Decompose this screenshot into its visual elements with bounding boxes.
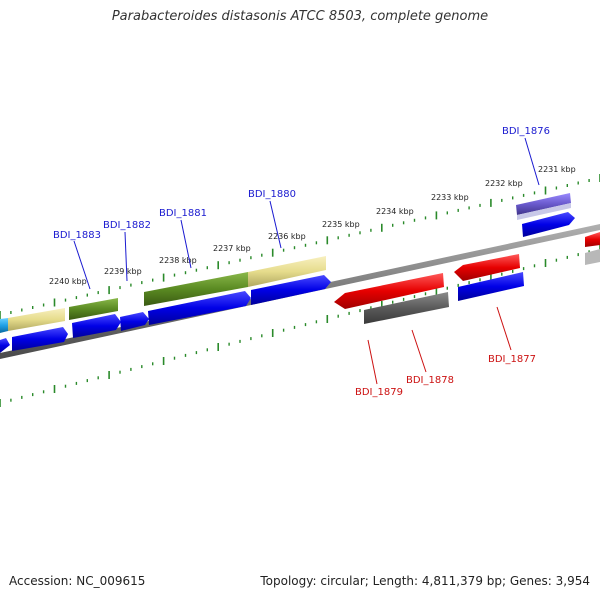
scale-label: 2234 kbp	[376, 207, 414, 216]
label-leader-lines	[73, 137, 540, 385]
scale-label: 2235 kbp	[322, 220, 360, 229]
map-title: Parabacteroides distasonis ATCC 8503, co…	[111, 9, 489, 24]
gene-label[interactable]: BDI_1879	[355, 387, 403, 398]
cds-forward[interactable]	[251, 275, 331, 305]
scale-tick-row-inner	[0, 245, 600, 407]
feature-red[interactable]	[334, 273, 444, 309]
genome-stats-text: Topology: circular; Length: 4,811,379 bp…	[260, 574, 590, 588]
feature-gray[interactable]	[585, 249, 600, 265]
scale-label: 2238 kbp	[159, 256, 197, 265]
feature-khaki[interactable]	[248, 256, 326, 287]
gene-label[interactable]: BDI_1877	[488, 354, 536, 365]
feature-shadow	[517, 203, 571, 220]
gene-label[interactable]: BDI_1881	[159, 208, 207, 219]
gene-label[interactable]: BDI_1882	[103, 220, 151, 231]
scale-tick-row-outer	[0, 174, 600, 319]
scale-label: 2233 kbp	[431, 193, 469, 202]
scale-label: 2237 kbp	[213, 244, 251, 253]
accession-text: Accession: NC_009615	[9, 574, 146, 588]
feature-red[interactable]	[454, 254, 520, 281]
scale-label: 2236 kbp	[268, 232, 306, 241]
cds-forward[interactable]	[120, 312, 149, 331]
feature-cyan[interactable]	[0, 318, 8, 333]
feature-purple[interactable]	[516, 193, 571, 215]
feature-olive[interactable]	[69, 298, 118, 320]
cds-reverse[interactable]	[458, 272, 524, 301]
scale-label: 2240 kbp	[49, 277, 87, 286]
gene-label[interactable]: BDI_1876	[502, 126, 550, 137]
feature-olive[interactable]	[144, 272, 248, 306]
scale-label: 2231 kbp	[538, 165, 576, 174]
gene-label[interactable]: BDI_1878	[406, 375, 454, 386]
cds-forward[interactable]	[522, 212, 575, 237]
feature-khaki[interactable]	[8, 308, 65, 331]
feature-red[interactable]	[585, 232, 600, 247]
gene-label[interactable]: BDI_1883	[53, 230, 101, 241]
scale-label: 2239 kbp	[104, 267, 142, 276]
cds-forward[interactable]	[0, 338, 10, 353]
scale-labels: 2231 kbp 2232 kbp 2233 kbp 2234 kbp 2235…	[49, 165, 576, 286]
gene-labels: BDI_1876 BDI_1880 BDI_1881 BDI_1882 BDI_…	[53, 126, 550, 398]
gene-label[interactable]: BDI_1880	[248, 189, 296, 200]
reverse-features	[334, 254, 524, 324]
feature-gray[interactable]	[364, 292, 449, 324]
cds-forward[interactable]	[72, 314, 121, 338]
cds-forward[interactable]	[148, 291, 251, 325]
cds-forward[interactable]	[12, 327, 68, 351]
forward-features	[0, 193, 600, 353]
scale-label: 2232 kbp	[485, 179, 523, 188]
